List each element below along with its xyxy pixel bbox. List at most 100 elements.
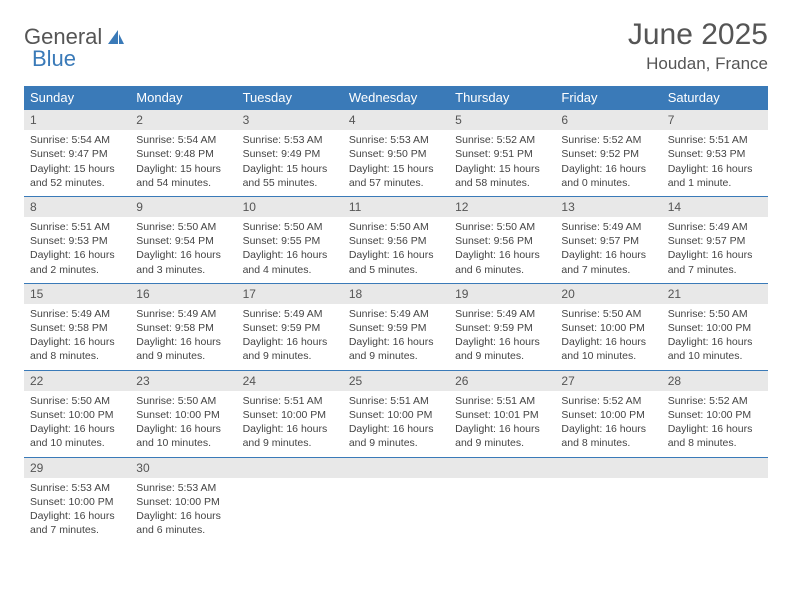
- day-body: Sunrise: 5:51 AMSunset: 10:00 PMDaylight…: [237, 391, 343, 457]
- daylight-label: Daylight:: [136, 336, 180, 348]
- day-cell: 16Sunrise: 5:49 AMSunset: 9:58 PMDayligh…: [130, 284, 236, 370]
- sunset-label: Sunset:: [561, 235, 600, 247]
- sunset-line: Sunset: 10:00 PM: [136, 495, 230, 509]
- sunrise-line: Sunrise: 5:53 AM: [30, 481, 124, 495]
- daylight-label: Daylight:: [561, 163, 605, 175]
- week-row: 15Sunrise: 5:49 AMSunset: 9:58 PMDayligh…: [24, 283, 768, 370]
- daylight-label: Daylight:: [243, 249, 287, 261]
- sunset-line: Sunset: 9:49 PM: [243, 147, 337, 161]
- sunset-value: 10:00 PM: [706, 409, 751, 421]
- sunrise-label: Sunrise:: [136, 308, 177, 320]
- sunset-value: 9:53 PM: [706, 148, 745, 160]
- sunrise-line: Sunrise: 5:50 AM: [243, 220, 337, 234]
- day-body: Sunrise: 5:49 AMSunset: 9:59 PMDaylight:…: [237, 304, 343, 370]
- daylight-label: Daylight:: [30, 249, 74, 261]
- sunrise-line: Sunrise: 5:49 AM: [243, 307, 337, 321]
- sunset-line: Sunset: 10:01 PM: [455, 408, 549, 422]
- daylight-label: Daylight:: [455, 423, 499, 435]
- sunset-line: Sunset: 9:59 PM: [243, 321, 337, 335]
- sunset-value: 9:57 PM: [600, 235, 639, 247]
- day-number: [237, 458, 343, 478]
- sunrise-label: Sunrise:: [30, 482, 71, 494]
- sunrise-label: Sunrise:: [668, 308, 709, 320]
- weekday-row: SundayMondayTuesdayWednesdayThursdayFrid…: [24, 86, 768, 109]
- day-number: [449, 458, 555, 478]
- sunrise-label: Sunrise:: [243, 308, 284, 320]
- sunset-label: Sunset:: [349, 148, 388, 160]
- day-body: Sunrise: 5:51 AMSunset: 10:01 PMDaylight…: [449, 391, 555, 457]
- sunrise-label: Sunrise:: [349, 221, 390, 233]
- weekday-header: Tuesday: [237, 86, 343, 109]
- daylight-label: Daylight:: [349, 423, 393, 435]
- day-number: 7: [662, 110, 768, 130]
- sunset-value: 9:54 PM: [175, 235, 214, 247]
- sunset-line: Sunset: 9:57 PM: [561, 234, 655, 248]
- sunrise-line: Sunrise: 5:49 AM: [455, 307, 549, 321]
- sunrise-label: Sunrise:: [455, 221, 496, 233]
- sunrise-value: 5:53 AM: [390, 134, 429, 146]
- day-body: Sunrise: 5:49 AMSunset: 9:59 PMDaylight:…: [449, 304, 555, 370]
- header: General June 2025 Houdan, France: [24, 18, 768, 74]
- daylight-label: Daylight:: [136, 249, 180, 261]
- sunrise-label: Sunrise:: [349, 395, 390, 407]
- sunrise-line: Sunrise: 5:52 AM: [561, 133, 655, 147]
- daylight-line: Daylight: 16 hours and 8 minutes.: [561, 422, 655, 450]
- day-body: Sunrise: 5:52 AMSunset: 10:00 PMDaylight…: [555, 391, 661, 457]
- sunrise-value: 5:50 AM: [178, 221, 217, 233]
- day-cell: 24Sunrise: 5:51 AMSunset: 10:00 PMDaylig…: [237, 371, 343, 457]
- sunrise-line: Sunrise: 5:51 AM: [30, 220, 124, 234]
- day-number: [662, 458, 768, 478]
- sunset-value: 9:59 PM: [387, 322, 426, 334]
- sunrise-label: Sunrise:: [30, 395, 71, 407]
- daylight-line: Daylight: 16 hours and 2 minutes.: [30, 248, 124, 276]
- sunset-label: Sunset:: [136, 148, 175, 160]
- sunrise-label: Sunrise:: [561, 134, 602, 146]
- sunrise-label: Sunrise:: [561, 221, 602, 233]
- sunrise-label: Sunrise:: [561, 395, 602, 407]
- sunset-value: 9:52 PM: [600, 148, 639, 160]
- day-cell: 9Sunrise: 5:50 AMSunset: 9:54 PMDaylight…: [130, 197, 236, 283]
- sunset-line: Sunset: 9:56 PM: [455, 234, 549, 248]
- sunrise-label: Sunrise:: [243, 134, 284, 146]
- daylight-label: Daylight:: [136, 510, 180, 522]
- sunset-line: Sunset: 9:47 PM: [30, 147, 124, 161]
- daylight-line: Daylight: 16 hours and 9 minutes.: [455, 422, 549, 450]
- daylight-line: Daylight: 15 hours and 57 minutes.: [349, 162, 443, 190]
- day-number: 20: [555, 284, 661, 304]
- day-number: 2: [130, 110, 236, 130]
- daylight-line: Daylight: 16 hours and 9 minutes.: [455, 335, 549, 363]
- day-number: 24: [237, 371, 343, 391]
- sunrise-value: 5:50 AM: [709, 308, 748, 320]
- day-cell: [662, 458, 768, 544]
- daylight-label: Daylight:: [668, 163, 712, 175]
- day-number: 5: [449, 110, 555, 130]
- daylight-label: Daylight:: [349, 163, 393, 175]
- day-cell: 8Sunrise: 5:51 AMSunset: 9:53 PMDaylight…: [24, 197, 130, 283]
- daylight-line: Daylight: 16 hours and 9 minutes.: [136, 335, 230, 363]
- sunset-line: Sunset: 9:54 PM: [136, 234, 230, 248]
- day-body: [662, 478, 768, 538]
- sunset-value: 10:00 PM: [175, 409, 220, 421]
- sunrise-line: Sunrise: 5:52 AM: [455, 133, 549, 147]
- sunset-value: 9:47 PM: [69, 148, 108, 160]
- sunrise-line: Sunrise: 5:49 AM: [561, 220, 655, 234]
- day-cell: 27Sunrise: 5:52 AMSunset: 10:00 PMDaylig…: [555, 371, 661, 457]
- daylight-label: Daylight:: [561, 336, 605, 348]
- daylight-label: Daylight:: [243, 163, 287, 175]
- location: Houdan, France: [628, 54, 768, 74]
- day-cell: 13Sunrise: 5:49 AMSunset: 9:57 PMDayligh…: [555, 197, 661, 283]
- sunrise-label: Sunrise:: [136, 134, 177, 146]
- sunrise-label: Sunrise:: [30, 308, 71, 320]
- day-number: 6: [555, 110, 661, 130]
- day-cell: 23Sunrise: 5:50 AMSunset: 10:00 PMDaylig…: [130, 371, 236, 457]
- daylight-line: Daylight: 16 hours and 9 minutes.: [243, 335, 337, 363]
- day-cell: 28Sunrise: 5:52 AMSunset: 10:00 PMDaylig…: [662, 371, 768, 457]
- sunrise-label: Sunrise:: [349, 308, 390, 320]
- sunrise-value: 5:50 AM: [71, 395, 110, 407]
- day-number: 3: [237, 110, 343, 130]
- sunset-value: 9:50 PM: [387, 148, 426, 160]
- sunset-line: Sunset: 10:00 PM: [561, 321, 655, 335]
- sunset-line: Sunset: 9:50 PM: [349, 147, 443, 161]
- day-cell: 12Sunrise: 5:50 AMSunset: 9:56 PMDayligh…: [449, 197, 555, 283]
- day-body: Sunrise: 5:50 AMSunset: 10:00 PMDaylight…: [24, 391, 130, 457]
